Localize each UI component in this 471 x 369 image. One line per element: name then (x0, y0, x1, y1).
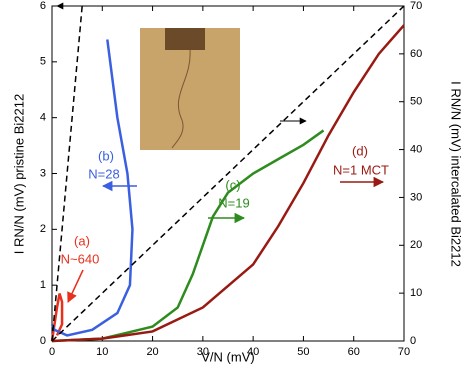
series-label: (c) (225, 177, 240, 192)
series-line (51, 129, 325, 343)
series-label: (a) (74, 233, 90, 248)
inset-tip (165, 28, 205, 50)
y-tick-label: 0 (40, 335, 46, 347)
y2-tick-label: 60 (410, 48, 422, 60)
guide-line (51, 5, 83, 342)
x-tick-label: 60 (348, 346, 360, 358)
x-tick-label: 10 (96, 346, 108, 358)
y2-tick-label: 50 (410, 96, 422, 108)
y-tick-label: 3 (40, 167, 46, 179)
x-tick-label: 0 (49, 346, 55, 358)
x-tick-label: 20 (146, 346, 158, 358)
y2-tick-label: 10 (410, 287, 422, 299)
series-line (50, 39, 134, 337)
inset-crack (171, 49, 191, 149)
label-arrow (67, 269, 84, 303)
y-tick-label: 5 (40, 56, 46, 68)
y-axis-label: I RN/N (mV) pristine Bi2212 (11, 94, 26, 254)
y2-tick-label: 0 (410, 335, 416, 347)
series-label: (b) (98, 148, 114, 163)
y2-tick-label: 30 (410, 191, 422, 203)
x-tick-label: 30 (197, 346, 209, 358)
series-label: (d) (352, 143, 368, 158)
series-name: N=28 (88, 166, 119, 181)
x-tick-label: 50 (297, 346, 309, 358)
y-tick-label: 6 (40, 0, 46, 12)
y2-axis-label: I RN/N (mV) intercalated Bi2212 (449, 81, 464, 267)
y2-tick-label: 40 (410, 143, 422, 155)
y2-tick-label: 70 (410, 0, 422, 12)
x-tick-label: 70 (398, 346, 410, 358)
y-tick-label: 1 (40, 279, 46, 291)
y-tick-label: 4 (40, 112, 46, 124)
series-line (50, 293, 64, 342)
x-axis-label: V/N (mV) (201, 349, 254, 364)
guide-line (51, 5, 405, 342)
series-name: N=19 (218, 195, 249, 210)
series-name: N=1 MCT (333, 162, 389, 177)
y-tick-label: 2 (40, 223, 46, 235)
series-name: N~640 (61, 251, 100, 266)
x-tick-label: 40 (247, 346, 259, 358)
y2-tick-label: 20 (410, 239, 422, 251)
series-line (51, 24, 405, 343)
